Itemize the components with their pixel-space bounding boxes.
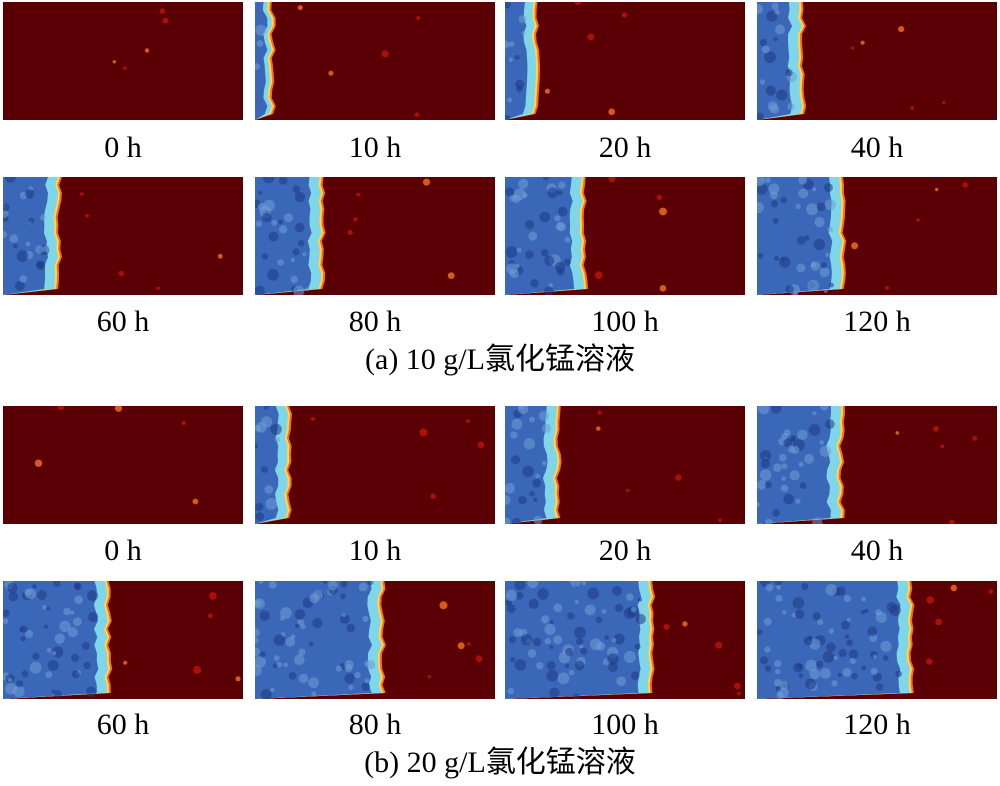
frame-a-4 xyxy=(757,2,997,120)
frame-a-5 xyxy=(3,177,243,295)
caption-b: (b) 20 g/L氯化锰溶液 xyxy=(364,746,636,779)
time-label-a-2: 10 h xyxy=(348,131,402,164)
heatmap-image xyxy=(255,406,495,524)
heatmap-image xyxy=(255,2,495,120)
frame-a-1 xyxy=(3,2,243,120)
time-label-b-3: 20 h xyxy=(598,534,652,567)
time-label-b-5: 60 h xyxy=(96,708,150,741)
frame-b-3 xyxy=(505,406,745,524)
time-label-b-7: 100 h xyxy=(591,708,659,741)
time-label-a-4: 40 h xyxy=(850,131,904,164)
frame-b-4 xyxy=(757,406,997,524)
heatmap-image xyxy=(255,581,495,699)
frame-b-6 xyxy=(255,581,495,699)
heatmap-image xyxy=(505,177,745,295)
frame-a-6 xyxy=(255,177,495,295)
time-label-a-7: 100 h xyxy=(591,305,659,338)
heatmap-image xyxy=(505,581,745,699)
time-label-b-6: 80 h xyxy=(348,708,402,741)
time-label-b-4: 40 h xyxy=(850,534,904,567)
time-label-b-2: 10 h xyxy=(348,534,402,567)
heatmap-image xyxy=(757,581,997,699)
heatmap-image xyxy=(757,2,997,120)
heatmap-image xyxy=(505,406,745,524)
time-label-a-6: 80 h xyxy=(348,305,402,338)
time-label-a-3: 20 h xyxy=(598,131,652,164)
frame-a-2 xyxy=(255,2,495,120)
heatmap-image xyxy=(757,406,997,524)
frame-b-2 xyxy=(255,406,495,524)
heatmap-image xyxy=(3,581,243,699)
frame-a-3 xyxy=(505,2,745,120)
time-label-a-1: 0 h xyxy=(104,131,142,164)
frame-a-8 xyxy=(757,177,997,295)
heatmap-image xyxy=(505,2,745,120)
heatmap-image xyxy=(757,177,997,295)
heatmap-image xyxy=(3,177,243,295)
time-label-b-1: 0 h xyxy=(104,534,142,567)
heatmap-image xyxy=(255,177,495,295)
frame-b-5 xyxy=(3,581,243,699)
frame-b-8 xyxy=(757,581,997,699)
frame-a-7 xyxy=(505,177,745,295)
frame-b-7 xyxy=(505,581,745,699)
time-label-a-8: 120 h xyxy=(843,305,911,338)
time-label-a-5: 60 h xyxy=(96,305,150,338)
caption-a: (a) 10 g/L氯化锰溶液 xyxy=(365,343,635,376)
time-label-b-8: 120 h xyxy=(843,708,911,741)
heatmap-image xyxy=(3,2,243,120)
frame-b-1 xyxy=(3,406,243,524)
heatmap-image xyxy=(3,406,243,524)
